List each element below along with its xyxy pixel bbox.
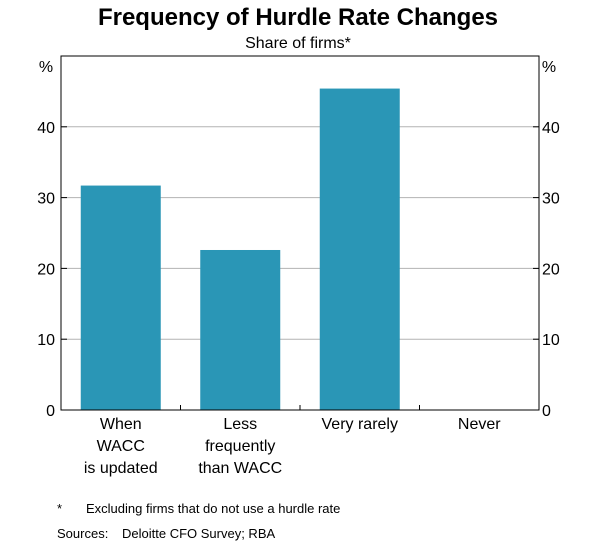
- y-tick-label-right: 30: [542, 191, 560, 208]
- y-tick-label-left: 30: [37, 191, 55, 208]
- chart-subtitle: Share of firms*: [245, 35, 351, 52]
- category-label-line: Less: [223, 416, 257, 433]
- y-tick-label-right: 10: [542, 332, 560, 349]
- category-label: Very rarely: [322, 416, 398, 433]
- bar: [319, 88, 400, 411]
- chart-title: Frequency of Hurdle Rate Changes: [98, 4, 498, 31]
- category-label-line: is updated: [84, 460, 158, 477]
- category-label-line: When: [100, 416, 142, 433]
- y-tick-label-right: 20: [542, 261, 560, 278]
- y-unit-left: %: [39, 59, 53, 76]
- footnote-text: Excluding firms that do not use a hurdle…: [86, 501, 341, 516]
- y-tick-label-left: 20: [37, 261, 55, 278]
- category-label: When WACC is updated: [84, 416, 158, 477]
- bars: [80, 88, 400, 411]
- category-label: Never: [458, 416, 501, 433]
- category-label-line: than WACC: [198, 460, 282, 477]
- y-tick-label-right: 0: [542, 403, 551, 420]
- category-label-line: WACC: [97, 438, 145, 455]
- y-tick-label-left: 0: [46, 403, 55, 420]
- y-unit-right: %: [542, 59, 556, 76]
- category-label-line: frequently: [205, 438, 275, 455]
- axis-ticks: 0 0 10 10 20 20 30 30 40 40: [37, 120, 560, 420]
- bar-chart: Frequency of Hurdle Rate Changes Share o…: [37, 4, 560, 477]
- y-tick-label-left: 40: [37, 120, 55, 137]
- category-labels: When WACC is updated Less frequently than WAC…: [84, 416, 501, 477]
- sources-label: Sources:: [57, 526, 109, 541]
- y-tick-label-right: 40: [542, 120, 560, 137]
- bar: [80, 185, 161, 410]
- bar: [200, 249, 281, 410]
- category-label-line: Never: [458, 416, 501, 433]
- category-label-line: Very rarely: [322, 416, 398, 433]
- footnote-marker: *: [57, 501, 63, 516]
- category-label: Less frequently than WACC: [198, 416, 282, 477]
- y-tick-label-left: 10: [37, 332, 55, 349]
- sources-text: Deloitte CFO Survey; RBA: [122, 526, 276, 541]
